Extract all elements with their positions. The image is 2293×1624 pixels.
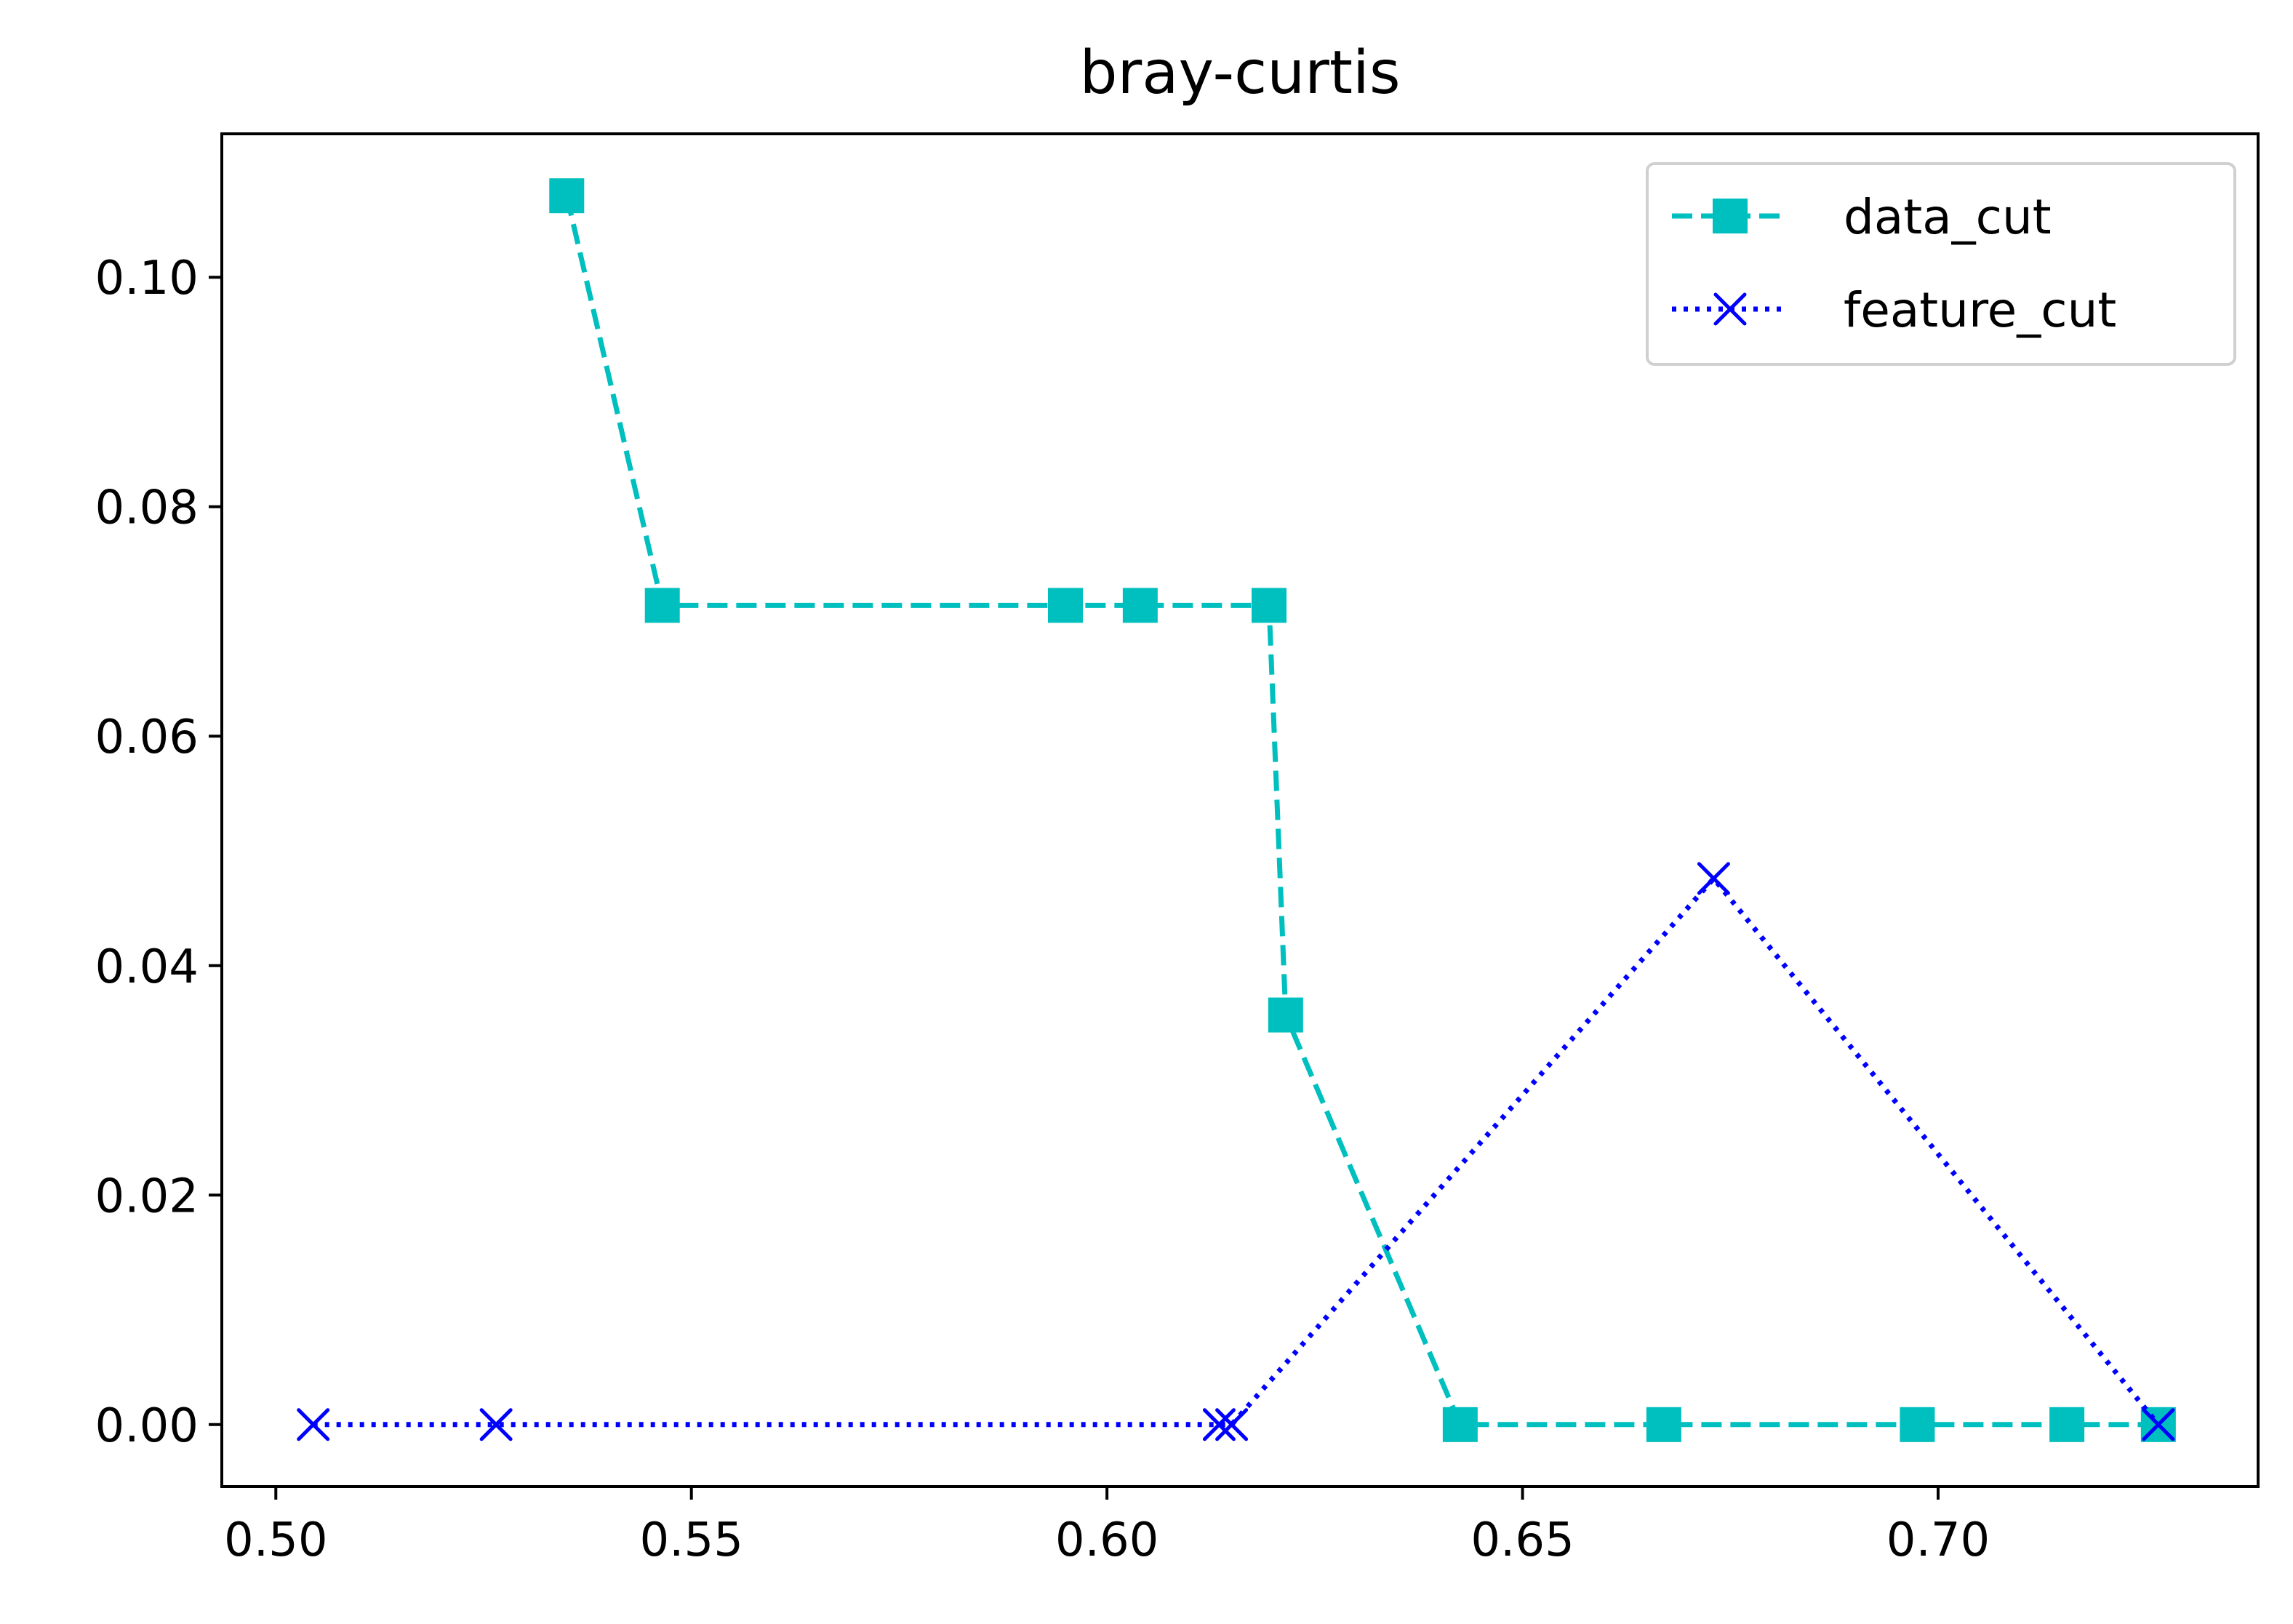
data-point — [1900, 1407, 1935, 1442]
legend-box — [1646, 162, 2236, 366]
legend-marker — [1713, 199, 1748, 233]
x-axis: 0.50 0.55 0.60 0.65 0.70 — [224, 1487, 1990, 1567]
x-tick-label: 0.60 — [1055, 1513, 1159, 1567]
y-tick-label: 0.02 — [95, 1169, 199, 1223]
series-data-cut — [549, 178, 2176, 1442]
y-tick-label: 0.04 — [95, 940, 199, 994]
legend-item: data_cut — [1672, 189, 2052, 245]
data-point — [1268, 997, 1303, 1033]
y-tick-label: 0.06 — [95, 711, 199, 764]
legend: data_cut feature_cut — [1646, 162, 2236, 366]
x-tick-label: 0.50 — [224, 1513, 328, 1567]
series-feature-cut — [297, 862, 2175, 1441]
data-point — [644, 588, 680, 623]
series-line — [313, 874, 2161, 1428]
y-tick-label: 0.08 — [95, 481, 199, 535]
data-point — [1252, 588, 1286, 623]
data-point — [1202, 1408, 1236, 1441]
x-marker-stroke — [297, 1408, 330, 1441]
x-tick-label: 0.55 — [639, 1513, 743, 1567]
chart-title: bray-curtis — [1079, 39, 1400, 108]
data-point — [1442, 1407, 1478, 1442]
x-tick-label: 0.65 — [1470, 1513, 1574, 1567]
data-point — [297, 1408, 330, 1441]
x-marker-stroke — [1697, 862, 1730, 895]
x-marker-stroke — [1202, 1408, 1236, 1441]
legend-marker — [1713, 292, 1747, 326]
y-axis: 0.00 0.02 0.04 0.06 0.08 0.10 — [95, 252, 222, 1453]
legend-label: data_cut — [1844, 189, 2052, 245]
data-point — [1215, 1408, 1249, 1441]
legend-label: feature_cut — [1844, 282, 2116, 338]
legend-item: feature_cut — [1672, 282, 2116, 338]
y-tick-label: 0.00 — [95, 1399, 199, 1453]
data-point — [2142, 1408, 2175, 1441]
x-marker-stroke — [1215, 1408, 1249, 1441]
x-marker-stroke — [2142, 1408, 2175, 1441]
data-point — [549, 178, 585, 214]
x-tick-label: 0.70 — [1886, 1513, 1990, 1567]
x-marker-stroke — [479, 1408, 513, 1441]
axes-frame — [220, 132, 2260, 1488]
series-layer — [297, 178, 2176, 1442]
data-point — [1646, 1407, 1681, 1442]
data-point — [2049, 1407, 2085, 1442]
data-point — [1697, 862, 1730, 895]
y-tick-label: 0.10 — [95, 252, 199, 305]
x-marker-stroke — [1713, 292, 1747, 326]
data-point — [1048, 588, 1083, 623]
data-point — [1122, 588, 1158, 623]
data-point — [479, 1408, 513, 1441]
